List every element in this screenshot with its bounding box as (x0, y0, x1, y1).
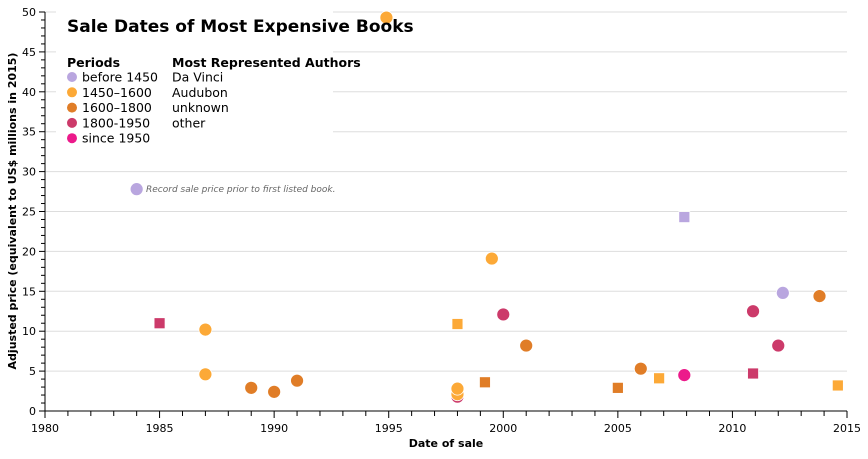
legend-periods-title: Periods (67, 55, 120, 70)
legend: Periods Most Represented Authors before … (67, 55, 361, 146)
y-tick-label: 10 (22, 325, 36, 338)
data-point-circle (496, 307, 511, 322)
data-point-circle (198, 322, 213, 337)
y-tick-label: 5 (29, 365, 36, 378)
data-point-circle (519, 338, 534, 353)
data-point-square (831, 379, 844, 392)
y-tick-label: 40 (22, 86, 36, 99)
data-point-circle (244, 380, 259, 395)
data-point-circle (267, 384, 282, 399)
x-tick-label: 1995 (375, 422, 403, 435)
legend-label-since1950: since 1950 (82, 131, 150, 146)
data-point-circle (484, 251, 499, 266)
legend-background (56, 10, 333, 136)
legend-label-1600_1800: 1600–1800 (82, 100, 152, 115)
y-tick-label: 50 (22, 6, 36, 19)
data-point-circle (129, 182, 144, 197)
data-point-square (678, 211, 691, 223)
x-tick-label: 2010 (718, 422, 746, 435)
data-point-circle (812, 289, 827, 303)
data-points (129, 10, 844, 404)
x-axis-label: Date of sale (409, 437, 483, 450)
y-tick-label: 45 (22, 46, 36, 59)
legend-marker-before1450 (67, 72, 77, 82)
data-point-circle (290, 373, 304, 388)
axes: 0 5 10 15 20 25 30 35 40 45 50 1980 1985 1990 1995 2000… (22, 6, 861, 435)
x-tick-label: 1980 (31, 422, 59, 435)
y-tick-label: 20 (22, 245, 36, 258)
data-point-circle (450, 381, 465, 396)
legend-marker-1800_1950 (67, 117, 77, 128)
legend-author: Da Vinci (172, 70, 223, 85)
x-tick-label: 1990 (260, 422, 288, 435)
y-tick-label: 25 (22, 206, 36, 219)
data-point-square (479, 376, 491, 389)
data-point-circle (633, 361, 648, 376)
legend-label-before1450: before 1450 (82, 70, 158, 85)
legend-label-1800_1950: 1800-1950 (82, 115, 150, 130)
data-point-circle (771, 338, 786, 353)
y-tick-label: 15 (22, 285, 36, 298)
data-point-circle (198, 367, 213, 382)
legend-author: other (172, 115, 206, 130)
legend-author: unknown (172, 100, 229, 115)
annotation-text: Record sale price prior to first listed … (146, 185, 335, 195)
legend-authors-title: Most Represented Authors (172, 55, 361, 70)
legend-author: Audubon (172, 85, 228, 100)
legend-marker-1450_1600 (67, 87, 77, 98)
data-point-square (653, 372, 666, 385)
legend-marker-since1950 (67, 133, 77, 144)
y-tick-label: 35 (22, 126, 36, 139)
x-tick-label: 2000 (489, 422, 517, 435)
data-point-square (747, 367, 759, 380)
chart-title: Sale Dates of Most Expensive Books (67, 17, 414, 37)
x-tick-label: 2005 (604, 422, 632, 435)
data-point-square (611, 381, 624, 394)
data-point-circle (746, 304, 760, 319)
data-point-square (451, 318, 464, 330)
y-tick-label: 0 (29, 405, 36, 418)
data-point-circle (775, 285, 790, 300)
y-tick-label: 30 (22, 166, 36, 179)
legend-label-1450_1600: 1450–1600 (82, 85, 152, 100)
x-tick-label: 1985 (146, 422, 174, 435)
data-point-circle (677, 368, 692, 382)
data-point-circle (379, 10, 394, 25)
x-tick-label: 2015 (833, 422, 861, 435)
legend-marker-1600_1800 (67, 102, 77, 113)
y-axis-label: Adjusted price (equivalent to US$ millio… (6, 53, 19, 370)
data-point-square (153, 317, 166, 330)
